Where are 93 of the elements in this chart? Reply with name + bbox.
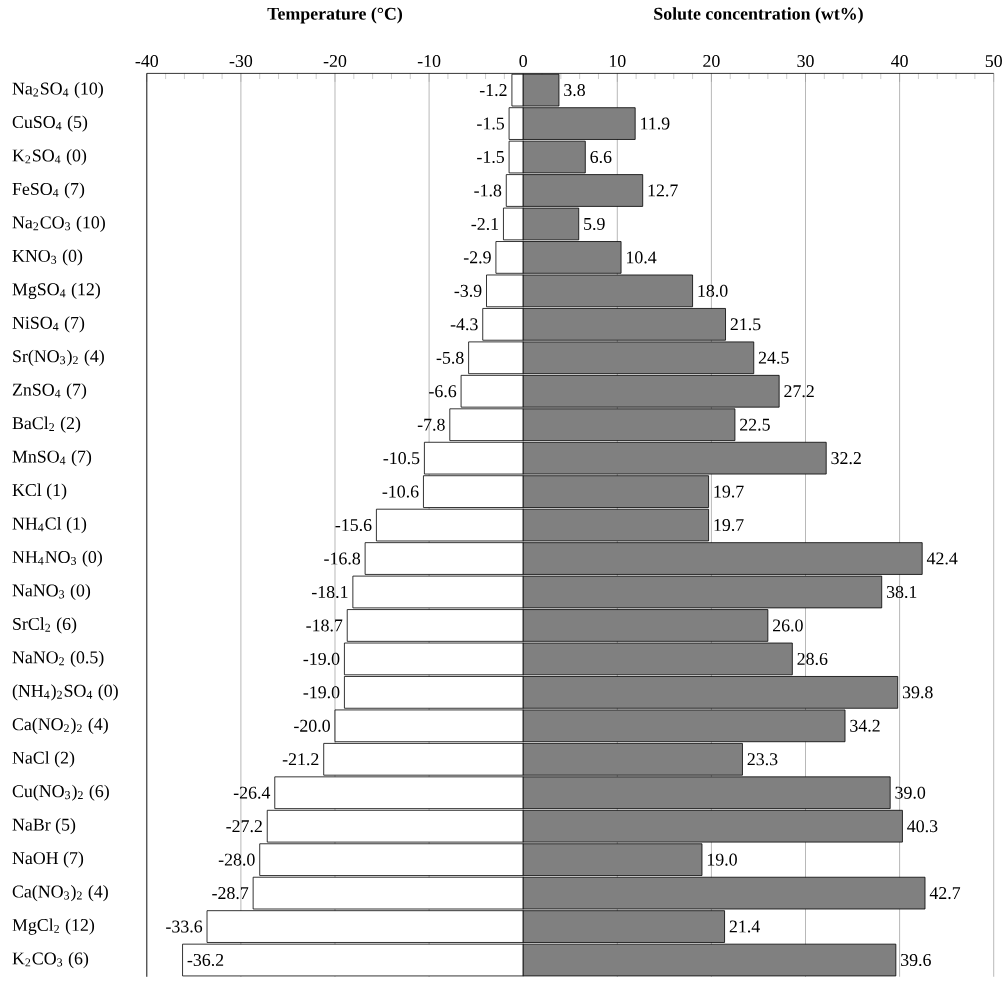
data-label: 34.2 [850, 719, 880, 732]
data-label: -1.8 [474, 184, 502, 197]
data-label: -19.0 [303, 652, 340, 665]
y-tick-label: FeSO$_{4}$ (7) [12, 182, 85, 199]
y-tick-label: NaNO$_{3}$ (0) [12, 583, 91, 601]
y-tick-label: Na$_{2}$SO$_{4}$ (10) [12, 82, 103, 99]
y-tick-label: NH$_{4}$Cl (1) [12, 516, 87, 534]
data-label: -28.7 [212, 887, 249, 900]
y-tick-label: BaCl$_{2}$ (2) [12, 416, 81, 433]
data-label: 27.2 [784, 385, 814, 398]
data-label: 22.5 [740, 418, 770, 431]
y-tick-label: Sr(NO$_{3}$)$_{2}$ (4) [13, 349, 104, 366]
data-label: -1.5 [477, 151, 505, 164]
data-label: -4.3 [450, 318, 478, 331]
text: Solute concentration (wt%) [654, 7, 863, 24]
data-label: 39.0 [895, 786, 926, 799]
data-label: 23.3 [747, 753, 778, 766]
data-label: -10.5 [383, 452, 420, 465]
data-label: 26.0 [773, 619, 803, 632]
data-label: -16.8 [324, 552, 361, 565]
data-label: 10.4 [626, 251, 657, 264]
data-label: -3.9 [454, 284, 482, 297]
y-tick-label: NH$_{4}$NO$_{3}$ (0) [12, 550, 102, 567]
x-tick-label: -10 [417, 54, 441, 68]
data-label: 3.8 [564, 84, 585, 97]
data-label: 5.9 [584, 217, 605, 230]
data-label: 42.4 [926, 552, 958, 565]
data-label: 21.5 [730, 318, 761, 331]
data-label: -27.2 [226, 820, 262, 833]
data-label: -1.2 [479, 84, 507, 97]
data-label: -15.6 [335, 519, 372, 532]
data-label: -7.8 [417, 418, 445, 431]
data-label: 40.3 [907, 820, 938, 833]
x-tick-label: -40 [135, 54, 159, 68]
data-label: -18.1 [311, 585, 348, 599]
y-tick-label: SrCl$_{2}$ (6) [13, 617, 77, 634]
data-label: 18.0 [698, 284, 728, 297]
data-label: 21.4 [729, 920, 760, 933]
y-tick-label: Ca(NO$_{3}$)$_{2}$ (4) [12, 885, 108, 902]
y-tick-label: K$_{2}$SO$_{4}$ (0) [12, 148, 87, 166]
data-label: 39.8 [902, 686, 933, 699]
y-tick-label: Na$_{2}$CO$_{3}$ (10) [12, 215, 105, 233]
data-label: -2.1 [471, 217, 499, 230]
y-tick-label: (NH$_{4}$)$_{2}$SO$_{4}$ (0) [12, 684, 118, 701]
x-tick-label: 30 [797, 54, 814, 68]
data-label: 19.0 [707, 853, 737, 866]
data-label: -18.7 [306, 619, 343, 632]
y-tick-label: NaBr (5) [12, 818, 76, 835]
data-label: -2.9 [463, 251, 491, 264]
data-label: -1.5 [477, 117, 505, 130]
x-tick-label: 20 [703, 54, 720, 68]
x-tick-label: 50 [985, 54, 1002, 68]
data-label: 19.7 [714, 485, 744, 498]
y-tick-label: MgSO$_{4}$ (12) [12, 282, 101, 299]
x-tick-label: -20 [323, 54, 347, 68]
x-tick-label: 40 [891, 54, 908, 68]
data-label: 19.7 [714, 519, 744, 532]
data-label: -10.6 [382, 485, 419, 498]
y-tick-label: Cu(NO$_{3}$)$_{2}$ (6) [12, 784, 109, 801]
x-tick-label: 0 [519, 54, 527, 68]
y-tick-label: ZnSO$_{4}$ (7) [12, 383, 87, 400]
y-tick-label: KCl (1) [12, 483, 67, 500]
data-label: 32.2 [831, 452, 861, 465]
data-label: -6.6 [429, 385, 457, 398]
data-label: 39.6 [901, 953, 931, 967]
y-tick-label: KNO$_{3}$ (0) [12, 249, 83, 266]
x-tick-label: -30 [229, 54, 253, 68]
data-label: -19.0 [303, 686, 340, 699]
y-tick-label: MnSO$_{4}$ (7) [12, 450, 92, 467]
data-label: -20.0 [294, 719, 330, 732]
y-tick-label: MgCl$_{2}$ (12) [12, 918, 95, 935]
y-tick-label: K$_{2}$CO$_{3}$ (6) [12, 951, 89, 969]
y-tick-label: NaCl (2) [12, 751, 75, 768]
y-tick-label: NaOH (7) [12, 851, 84, 868]
data-label: 38.1 [886, 585, 917, 599]
y-tick-label: CuSO$_{4}$ (5) [12, 115, 88, 132]
data-label: 24.5 [758, 351, 789, 364]
y-tick-label: NaNO$_{2}$ (0.5) [12, 650, 104, 667]
data-label: 42.7 [929, 887, 961, 900]
data-label: -5.8 [436, 351, 464, 364]
data-label: 12.7 [648, 184, 678, 197]
data-label: -36.2 [187, 953, 224, 967]
data-label: 28.6 [797, 652, 828, 665]
data-label: -28.0 [218, 853, 255, 866]
data-label: 11.9 [641, 117, 670, 130]
y-tick-label: NiSO$_{4}$ (7) [12, 316, 85, 333]
text: Temperature (°C) [267, 7, 403, 24]
data-label: -26.4 [233, 786, 271, 799]
data-label: -33.6 [166, 920, 203, 933]
data-label: -21.2 [282, 753, 319, 766]
data-label: 6.6 [590, 150, 612, 164]
y-tick-label: Ca(NO$_{2}$)$_{2}$ (4) [12, 717, 108, 734]
x-tick-label: 10 [609, 54, 626, 68]
